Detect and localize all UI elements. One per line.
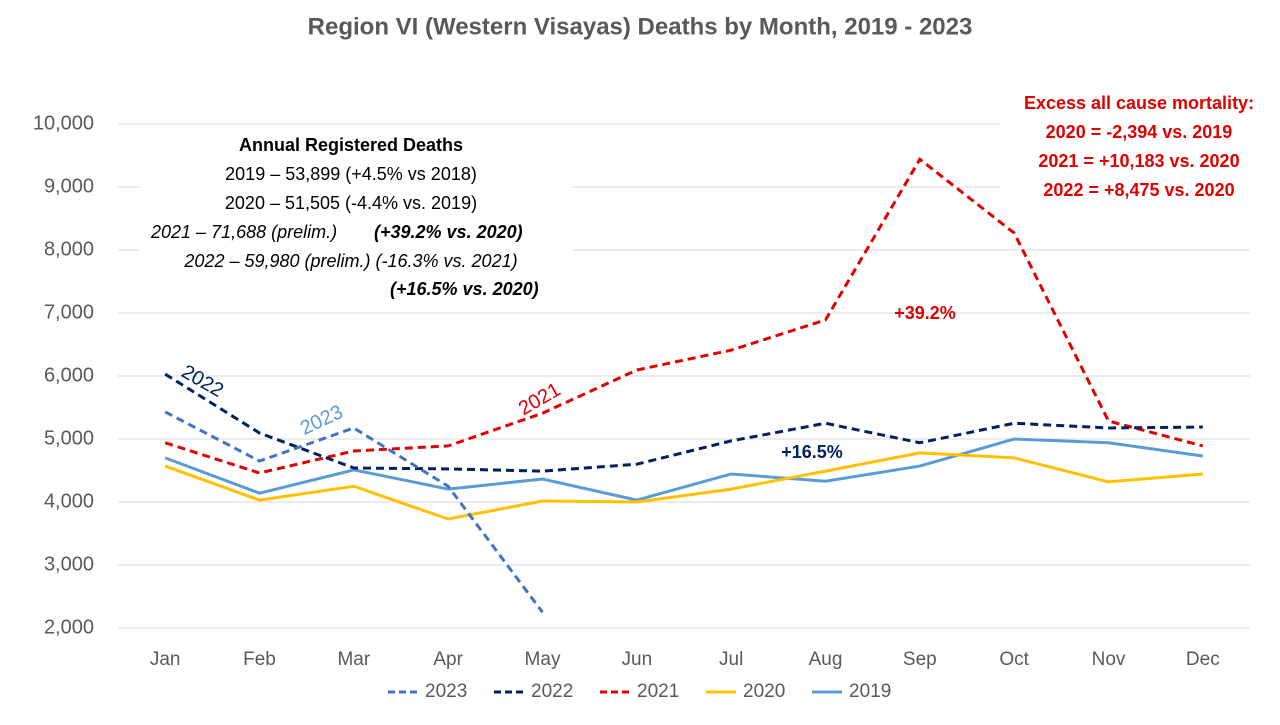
series-line (164, 437, 1204, 502)
annotation: 2021 = +10,183 vs. 2020 (1038, 151, 1239, 171)
y-tick-label: 5,000 (44, 427, 94, 449)
x-tick-label: Jun (622, 649, 653, 670)
legend-label: 2020 (743, 681, 785, 702)
annotation: 2020 = -2,394 vs. 2019 (1046, 122, 1233, 142)
x-tick-label: Apr (433, 649, 463, 670)
annotation: +16.5% (781, 442, 843, 462)
annotation: 2020 – 51,505 (-4.4% vs. 2019) (225, 193, 477, 213)
x-tick-label: Nov (1092, 649, 1126, 670)
legend-label: 2019 (849, 681, 891, 702)
annotation-box (140, 126, 572, 308)
line-label: 2021 (515, 379, 565, 420)
annotation: (+39.2% vs. 2020) (374, 222, 523, 242)
annotation: Annual Registered Deaths (239, 135, 463, 155)
annotation: (+16.5% vs. 2020) (390, 279, 539, 299)
series-line (164, 410, 544, 614)
x-tick-label: Aug (809, 649, 843, 670)
plot-area: 2,000 3,000 4,000 5,000 6,000 7,000 8,000 9,000… (33, 112, 1250, 702)
x-tick-label: Dec (1186, 649, 1220, 670)
y-tick-label: 3,000 (44, 553, 94, 575)
series-line (164, 157, 1204, 475)
y-tick-label: 4,000 (44, 490, 94, 512)
x-tick-label: Jan (150, 649, 181, 670)
y-tick-label: 6,000 (44, 364, 94, 386)
x-tick-label: Feb (243, 649, 276, 670)
x-tick-label: Sep (903, 649, 937, 670)
x-tick-label: Mar (337, 649, 370, 670)
excess-box (1000, 90, 1276, 210)
y-tick-label: 7,000 (44, 301, 94, 323)
annotation: +39.2% (894, 303, 956, 323)
series-line (164, 372, 1203, 473)
x-tick-label: May (525, 649, 561, 670)
y-tick-label: 9,000 (44, 175, 94, 197)
series-line (164, 451, 1203, 521)
y-tick-label: 8,000 (44, 238, 94, 260)
annotation: 2022 = +8,475 vs. 2020 (1043, 180, 1234, 200)
chart-title: Region VI (Western Visayas) Deaths by Mo… (308, 13, 973, 40)
annotation: 2022 – 59,980 (prelim.) (-16.3% vs. 2021… (183, 251, 517, 271)
legend-label: 2021 (637, 681, 679, 702)
annotation: Excess all cause mortality: (1024, 93, 1254, 113)
annotation: 2019 – 53,899 (+4.5% vs 2018) (225, 164, 477, 184)
x-tick-label: Jul (719, 649, 743, 670)
x-tick-label: Oct (999, 649, 1029, 670)
annotation: 2021 – 71,688 (prelim.) (150, 222, 337, 242)
legend-label: 2022 (531, 681, 573, 702)
y-tick-label: 2,000 (44, 616, 94, 638)
line-label: 2023 (297, 401, 347, 440)
y-tick-label: 10,000 (33, 112, 94, 134)
legend-label: 2023 (425, 681, 467, 702)
